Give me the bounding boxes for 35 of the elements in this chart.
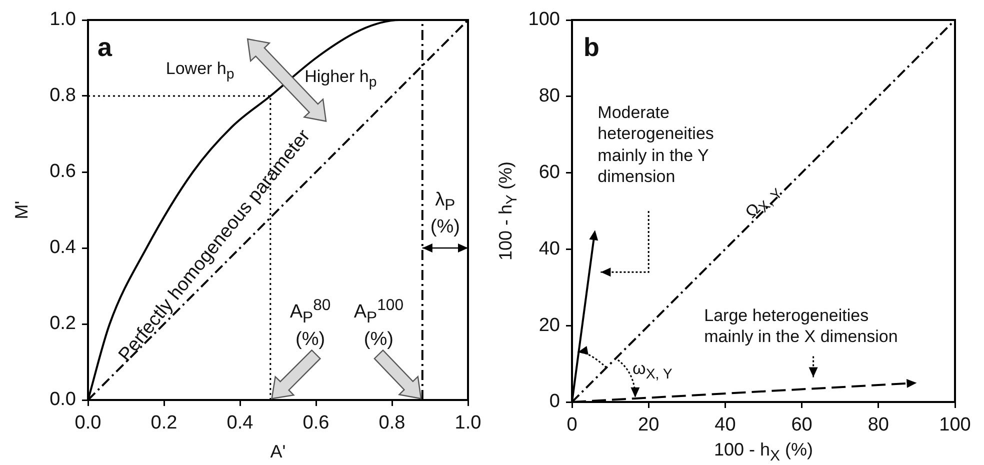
- y-tick-label: 0: [549, 391, 560, 412]
- x-tick-label: 0.8: [378, 412, 406, 434]
- y-tick-label: 40: [538, 238, 560, 260]
- x-tick-label: 80: [868, 414, 889, 436]
- x-tick-label: 0.2: [150, 412, 178, 434]
- y-tick-label: 0.6: [50, 161, 76, 182]
- annotation: a: [98, 30, 112, 63]
- y-tick-label: 80: [538, 86, 560, 107]
- x-tick-label: 0: [566, 414, 578, 436]
- y-tick-label: 0.4: [50, 237, 76, 258]
- y-tick-label: 20: [538, 314, 560, 336]
- x-tick-label: 100: [939, 414, 971, 436]
- x-tick-label: 0.4: [226, 412, 254, 434]
- annotation: Large heterogeneities mainly in the X dimension: [704, 304, 898, 348]
- x-axis-title: 100 - h$_{X}$ (%): [714, 440, 814, 464]
- x-tick-label: 1.0: [454, 412, 482, 434]
- x-axis-title: A': [270, 442, 286, 462]
- annotation: b: [583, 30, 600, 63]
- y-tick-label: 1.0: [50, 9, 76, 30]
- x-tick-label: 0.0: [74, 412, 102, 434]
- x-tick-label: 20: [638, 414, 660, 436]
- x-tick-label: 0.6: [302, 412, 330, 434]
- y-tick-label: 0.8: [50, 85, 76, 106]
- x-tick-label: 40: [714, 414, 736, 436]
- y-tick-label: 100: [528, 9, 560, 30]
- y-tick-label: 0.0: [50, 389, 76, 410]
- y-axis-title: M': [12, 200, 32, 220]
- y-tick-label: 60: [538, 162, 560, 184]
- annotation: Moderate heterogeneities mainly in the Y dimension: [598, 102, 714, 188]
- annotation: λ$_{P}$ (%): [430, 188, 460, 240]
- annotation: Lower h$_{p}$: [166, 58, 234, 84]
- annotation: Higher h$_{p}$: [304, 66, 377, 92]
- y-tick-label: 0.2: [50, 313, 76, 334]
- x-tick-label: 60: [791, 414, 812, 436]
- annotation: ω$_{X, Y}$: [632, 358, 672, 384]
